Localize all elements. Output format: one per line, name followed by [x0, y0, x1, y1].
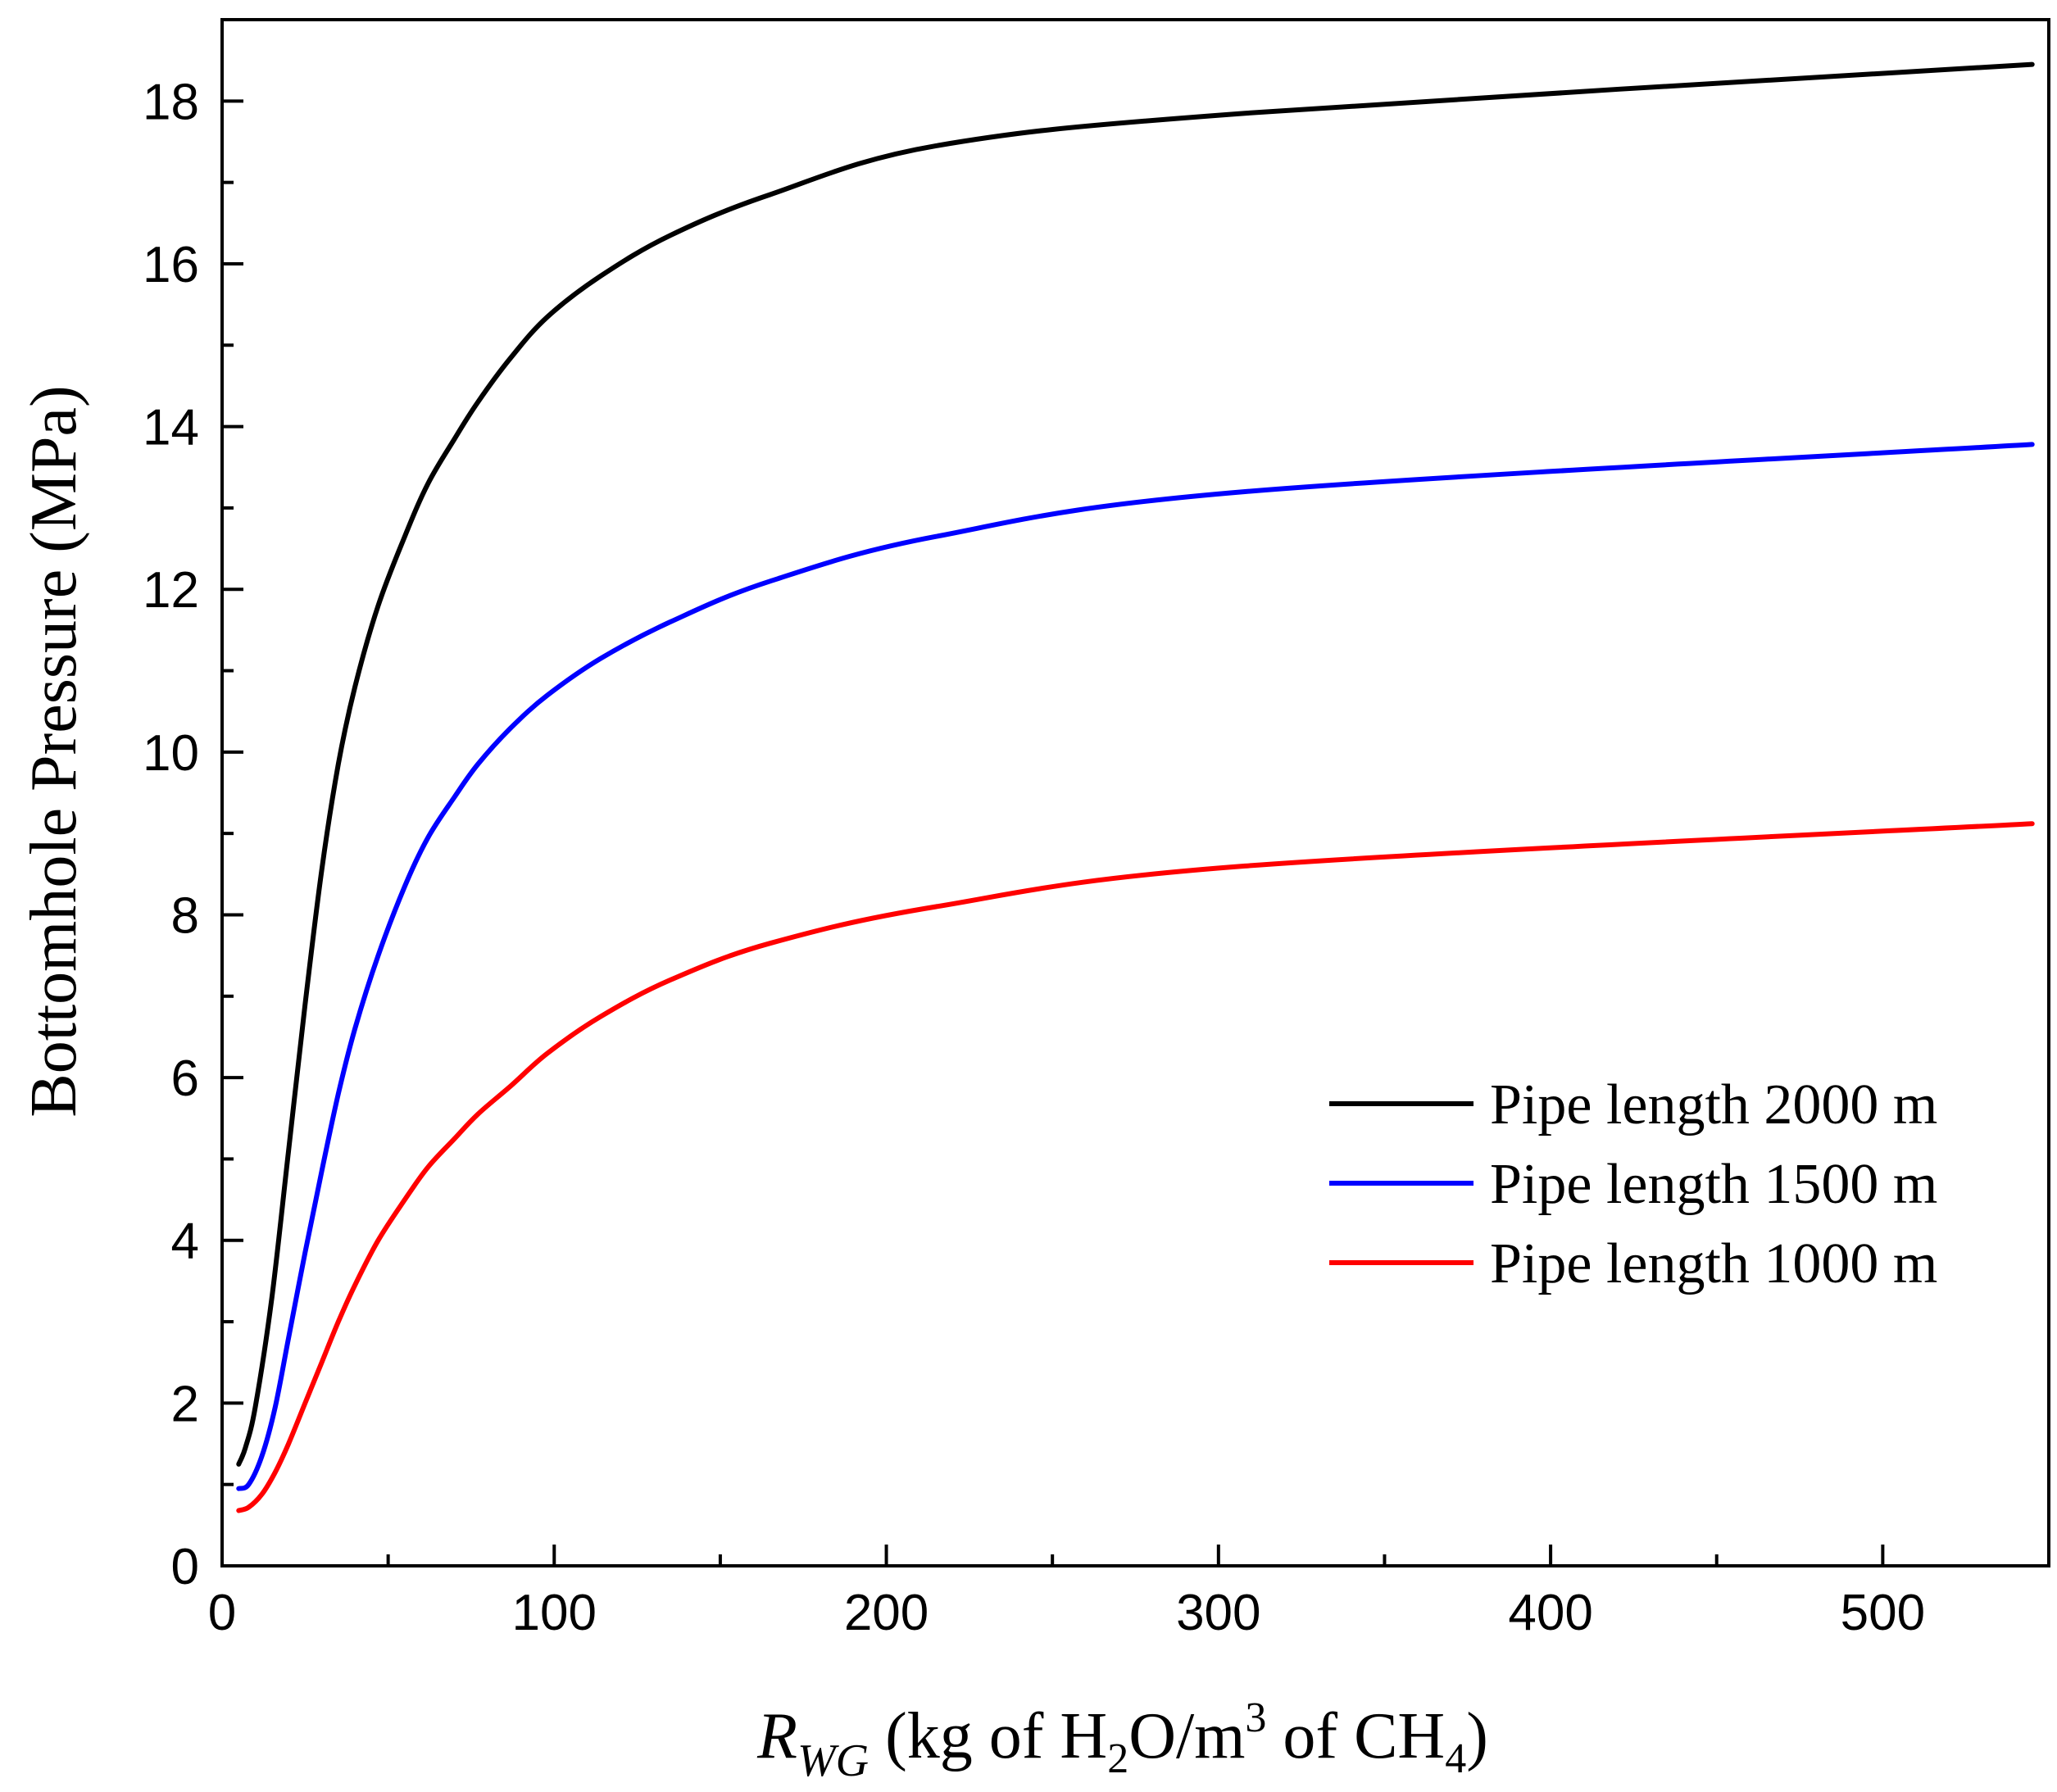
series-line-2	[236, 442, 2035, 1491]
x-tick-label: 0	[208, 1585, 236, 1641]
legend-label-1: Pipe length 2000 m	[1490, 1073, 1937, 1136]
axis-ticks	[220, 99, 1885, 1567]
legend-label-2: Pipe length 1500 m	[1490, 1153, 1937, 1216]
x-axis-title-symbol: R	[756, 1700, 797, 1772]
x-axis-title-sub-2: 2	[1107, 1735, 1128, 1782]
x-axis-title: RWG (kg of H2O/m3 of CH4)	[756, 1694, 1488, 1786]
series-line-1	[236, 61, 2035, 1467]
y-tick-label: 14	[143, 400, 199, 456]
x-axis-title-open: (kg of H	[869, 1700, 1107, 1772]
y-tick-label: 18	[143, 74, 199, 130]
y-tick-label: 0	[171, 1539, 199, 1595]
y-tick-label: 16	[143, 237, 199, 293]
x-axis-title-of: of CH	[1266, 1700, 1445, 1772]
series-line-3	[236, 821, 2035, 1513]
y-axis-title: Bottomhole Pressure (MPa)	[18, 385, 90, 1117]
x-tick-label: 100	[512, 1585, 597, 1641]
y-tick-label: 8	[171, 887, 199, 944]
x-axis-title-mid: O/m	[1128, 1700, 1245, 1772]
x-tick-label: 300	[1176, 1585, 1260, 1641]
legend-label-3: Pipe length 1000 m	[1490, 1232, 1937, 1295]
tick-labels: 0 100 200 300 400 500 0 2 4 6 8 10 12 14 16 18	[143, 74, 1925, 1641]
x-axis-title-close: )	[1466, 1700, 1488, 1772]
plot-frame	[220, 18, 2050, 1567]
y-tick-label: 4	[171, 1214, 199, 1270]
x-axis-title-sub-4: 4	[1445, 1735, 1466, 1782]
series-layer	[236, 61, 2035, 1513]
y-tick-label: 2	[171, 1376, 199, 1432]
x-tick-label: 500	[1841, 1585, 1925, 1641]
legend: Pipe length 2000 m Pipe length 1500 m Pipe…	[1329, 1073, 1937, 1295]
y-tick-label: 6	[171, 1050, 199, 1107]
x-tick-label: 400	[1508, 1585, 1592, 1641]
x-axis-title-sup-3: 3	[1245, 1694, 1266, 1741]
y-tick-label: 12	[143, 562, 199, 619]
x-axis-title-subscript: WG	[797, 1735, 869, 1786]
y-tick-label: 10	[143, 725, 199, 782]
x-tick-label: 200	[844, 1585, 929, 1641]
